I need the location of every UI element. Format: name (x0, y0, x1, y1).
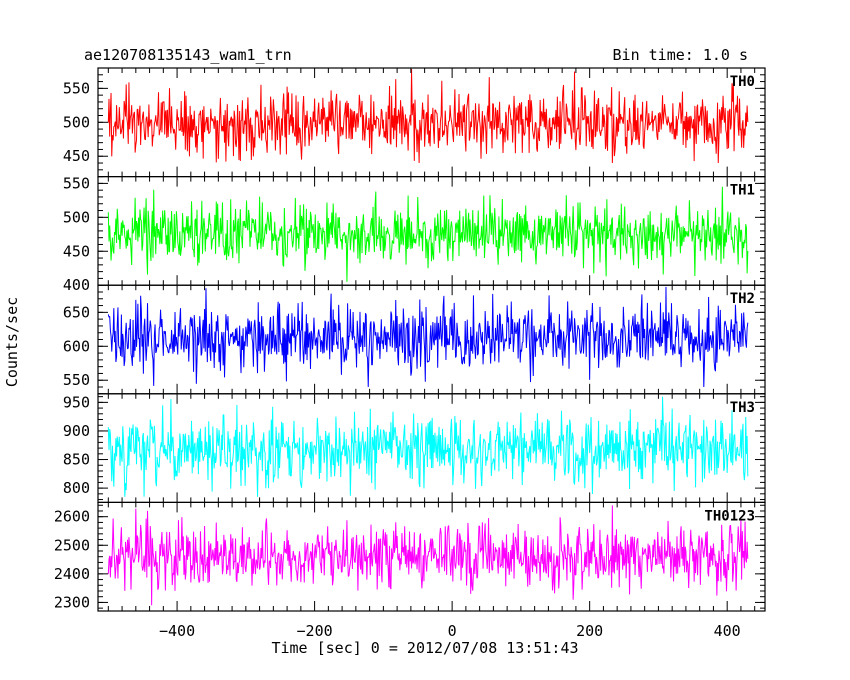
series-line-th3 (107, 396, 749, 497)
y-tick-label: 550 (63, 174, 90, 192)
y-tick-label: 500 (63, 113, 90, 131)
series-line-th0123 (107, 505, 749, 606)
x-tick-label: −400 (159, 622, 195, 640)
x-tick-label: −200 (297, 622, 333, 640)
panel-label: TH0 (730, 74, 755, 90)
y-tick-label: 450 (63, 242, 90, 260)
series-line-th1 (107, 186, 749, 282)
y-tick-label: 600 (63, 337, 90, 355)
y-tick-label: 650 (63, 303, 90, 321)
y-tick-label: 400 (63, 276, 90, 294)
y-tick-label: 800 (63, 479, 90, 497)
x-tick-label: 0 (448, 622, 457, 640)
panel-label: TH1 (730, 183, 755, 199)
y-tick-label: 850 (63, 451, 90, 469)
panel-label: TH0123 (704, 508, 755, 524)
y-tick-label: 950 (63, 393, 90, 411)
y-tick-label: 2600 (54, 508, 90, 526)
series-line-th0 (107, 69, 749, 164)
y-tick-label: 2300 (54, 593, 90, 611)
y-tick-label: 900 (63, 422, 90, 440)
y-tick-label: 500 (63, 208, 90, 226)
panel-th0: 450 500 550 TH0 (63, 67, 766, 178)
y-tick-label: 550 (63, 79, 90, 97)
y-tick-label: 450 (63, 147, 90, 165)
x-axis-title: Time [sec] 0 = 2012/07/08 13:51:43 (271, 639, 578, 657)
bin-time-label: Bin time: 1.0 s (613, 46, 748, 64)
panel-label: TH3 (730, 400, 755, 416)
panel-th3: 800 850 900 950 TH3 (63, 393, 766, 503)
panel-label: TH2 (730, 291, 755, 307)
panel-th0123: 2300 2400 2500 2600 TH0123 (54, 501, 766, 612)
panel-th1: 400 450 500 550 TH1 (63, 174, 766, 294)
x-tick-label: 400 (714, 622, 741, 640)
x-axis: −400 −200 0 200 400 (159, 622, 741, 640)
panels-group: 450 500 550 TH0 400 450 500 550 TH1 550 600 650 TH2 8… (54, 67, 766, 612)
panel-th2: 550 600 650 TH2 (63, 284, 766, 395)
y-tick-label: 2500 (54, 536, 90, 554)
x-tick-label: 200 (576, 622, 603, 640)
y-tick-label: 2400 (54, 565, 90, 583)
y-tick-label: 550 (63, 371, 90, 389)
series-line-th2 (107, 286, 749, 388)
y-axis-title: Counts/sec (3, 297, 21, 387)
panel-frame (97, 67, 766, 178)
chart-title: ae120708135143_wam1_trn (84, 46, 292, 64)
